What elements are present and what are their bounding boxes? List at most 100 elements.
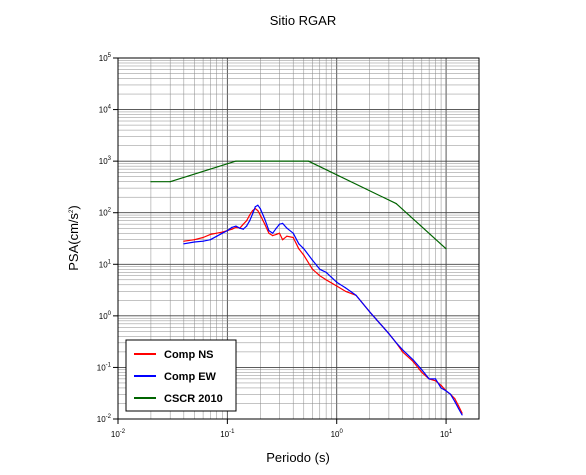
grid [117,57,480,420]
series-3 [150,160,447,250]
data-point [457,405,460,407]
data-point [272,232,274,234]
y-tick-label: 100 [99,311,112,321]
data-point [202,240,204,242]
data-point [369,311,371,313]
series-2 [183,204,463,416]
data-point [268,232,270,234]
data-point [336,285,338,287]
data-point [235,160,237,162]
data-point [254,206,256,208]
data-point [286,235,288,237]
data-point [307,160,309,162]
data-point [412,359,414,361]
data-point [395,342,397,344]
data-point [336,281,338,283]
data-point [264,223,266,225]
data-point [282,239,284,241]
data-point [231,228,233,230]
data-point [231,226,233,228]
y-tick-label: 104 [99,105,112,115]
data-point [242,223,244,225]
data-point [303,254,305,256]
data-point [298,243,300,245]
data-point [292,232,294,234]
y-axis-label-end: ) [66,205,81,209]
data-point [257,210,259,212]
series-line [183,208,463,414]
data-point [252,210,254,212]
legend-label: Comp EW [164,371,217,383]
data-point [395,203,397,205]
data-point [421,369,423,371]
data-point [450,393,452,395]
data-point [249,220,251,222]
data-point [268,230,270,232]
data-point [355,294,357,296]
y-tick-label: 102 [99,208,112,218]
y-tick-label: 105 [99,53,112,63]
y-axis-label: PSA(cm/s2) [66,205,81,270]
data-point [445,248,447,250]
data-point [239,227,241,229]
data-point [235,225,237,227]
data-point [246,220,248,222]
data-point [388,333,390,335]
data-point [311,268,314,270]
data-point [209,239,211,241]
data-point [421,371,423,373]
series-1 [183,208,463,414]
x-tick-label: 100 [331,429,344,439]
data-point [402,351,404,353]
data-point [344,287,346,289]
data-point [183,243,185,245]
data-point [252,213,254,215]
data-point [319,268,321,270]
data-point [412,361,414,363]
data-point [246,225,248,227]
y-tick-label: 10-2 [97,414,112,424]
data-point [434,378,437,380]
y-tick-label: 101 [99,259,112,269]
y-tick-label: 103 [99,156,112,166]
data-point [275,233,277,235]
data-point [457,407,460,410]
data-point [286,227,288,229]
data-point [202,236,204,239]
data-point [221,232,223,234]
data-point [292,236,294,239]
data-point [454,397,456,400]
data-point [402,349,404,351]
data-point [278,223,281,225]
y-axis-label-sup: 2 [69,209,75,213]
data-point [193,239,195,241]
data-point [311,259,314,261]
data-point [235,226,237,228]
data-point [428,378,430,380]
legend-label: Comp NS [164,349,214,361]
plot-frame [117,57,480,420]
data-point [242,228,244,230]
data-point [193,241,195,243]
data-point [440,384,442,386]
axis-ticks: 10-2 10-1 100 101 10-2 10-1 100 101 102 103 104 105 [97,53,453,439]
data-point [278,232,281,234]
x-axis-label: Periodo (s) [266,450,330,465]
y-axis-label-main: PSA(cm/s [66,212,81,270]
data-point [298,248,300,250]
data-point [454,400,456,402]
data-point [264,218,266,220]
y-tick-label: 10-1 [97,362,112,372]
legend-item: Comp NS [134,349,214,361]
legend-item: Comp EW [134,371,217,383]
data-point [303,248,305,250]
data-point [445,390,447,392]
data-point [216,232,218,234]
data-point [259,214,261,216]
series-line [183,204,463,416]
data-point [440,387,442,389]
data-point [249,214,251,216]
data-point [226,230,228,232]
data-point [183,240,185,242]
